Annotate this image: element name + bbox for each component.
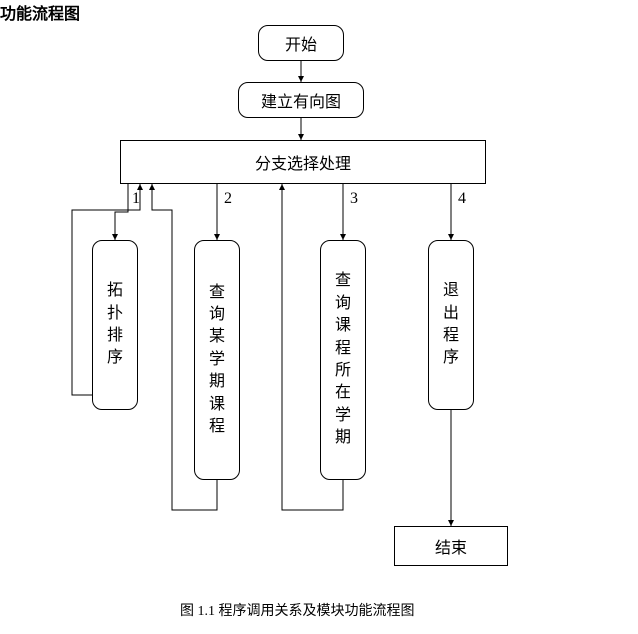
node-query-term-courses: 查 询 某 学 期 课 程: [194, 240, 240, 480]
figure-caption: 图 1.1 程序调用关系及模块功能流程图: [180, 600, 415, 620]
node-topo-sort: 拓 扑 排 序: [92, 240, 138, 410]
node-branch: 分支选择处理: [120, 140, 486, 184]
node-end: 结束: [394, 526, 508, 566]
flowchart-canvas: 功能流程图 开始 建立有向图 分支选择处理 拓 扑 排: [0, 0, 638, 634]
branch-label-4: 4: [458, 190, 466, 208]
branch-label-2: 2: [224, 190, 232, 208]
node-topo-sort-char2: 扑: [107, 303, 123, 325]
node-build: 建立有向图: [238, 82, 364, 118]
node-query-course-term: 查 询 课 程 所 在 学 期: [320, 240, 366, 480]
branch-label-1: 1: [132, 190, 140, 208]
node-topo-sort-char4: 序: [107, 347, 123, 369]
branch-label-3: 3: [350, 190, 358, 208]
node-topo-sort-char3: 排: [107, 325, 123, 347]
node-topo-sort-char1: 拓: [107, 280, 123, 302]
node-exit: 退 出 程 序: [428, 240, 474, 410]
node-start: 开始: [258, 25, 344, 61]
